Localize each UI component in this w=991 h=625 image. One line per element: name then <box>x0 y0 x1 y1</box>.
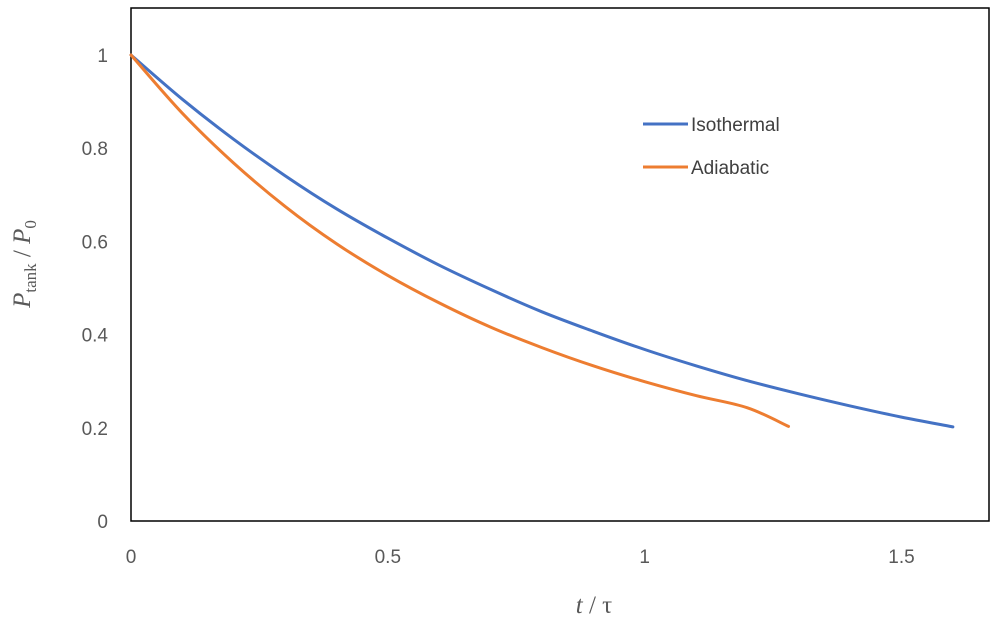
plot-area <box>130 7 990 522</box>
legend-label-adiabatic: Adiabatic <box>691 158 769 179</box>
y-tick-label: 0 <box>97 512 108 533</box>
series-line-adiabatic <box>129 53 790 428</box>
y-tick-labels: 0 0.2 0.4 0.6 0.8 1 <box>82 46 109 533</box>
y-axis-sub2: 0 <box>21 220 40 229</box>
x-axis-symbol: τ <box>602 592 612 619</box>
x-tick-labels: 0 0.5 1 1.5 <box>126 547 915 568</box>
y-tick-label: 0.2 <box>82 419 108 440</box>
y-tick-label: 0.6 <box>82 232 108 253</box>
series-layer <box>129 53 955 429</box>
y-axis-title: Ptank / P0 <box>9 220 40 309</box>
legend-label-isothermal: Isothermal <box>691 115 780 136</box>
series-line-isothermal <box>129 53 955 429</box>
y-axis-sep: / <box>9 244 36 263</box>
x-axis-sep: / <box>583 592 602 619</box>
x-axis-title: t / τ <box>576 592 612 619</box>
y-axis-var: P <box>9 293 36 309</box>
x-tick-label: 0 <box>126 547 137 568</box>
x-tick-label: 1.5 <box>888 547 914 568</box>
x-tick-label: 0.5 <box>375 547 401 568</box>
y-tick-label: 0.4 <box>82 326 109 347</box>
x-axis-var: t <box>576 592 584 619</box>
y-axis-sub: tank <box>21 263 40 293</box>
legend: Isothermal Adiabatic <box>643 115 780 179</box>
x-tick-label: 1 <box>639 547 650 568</box>
y-tick-label: 1 <box>97 46 108 67</box>
plot-frame <box>130 7 990 522</box>
y-tick-label: 0.8 <box>82 139 108 160</box>
y-axis-var2: P <box>9 229 36 245</box>
